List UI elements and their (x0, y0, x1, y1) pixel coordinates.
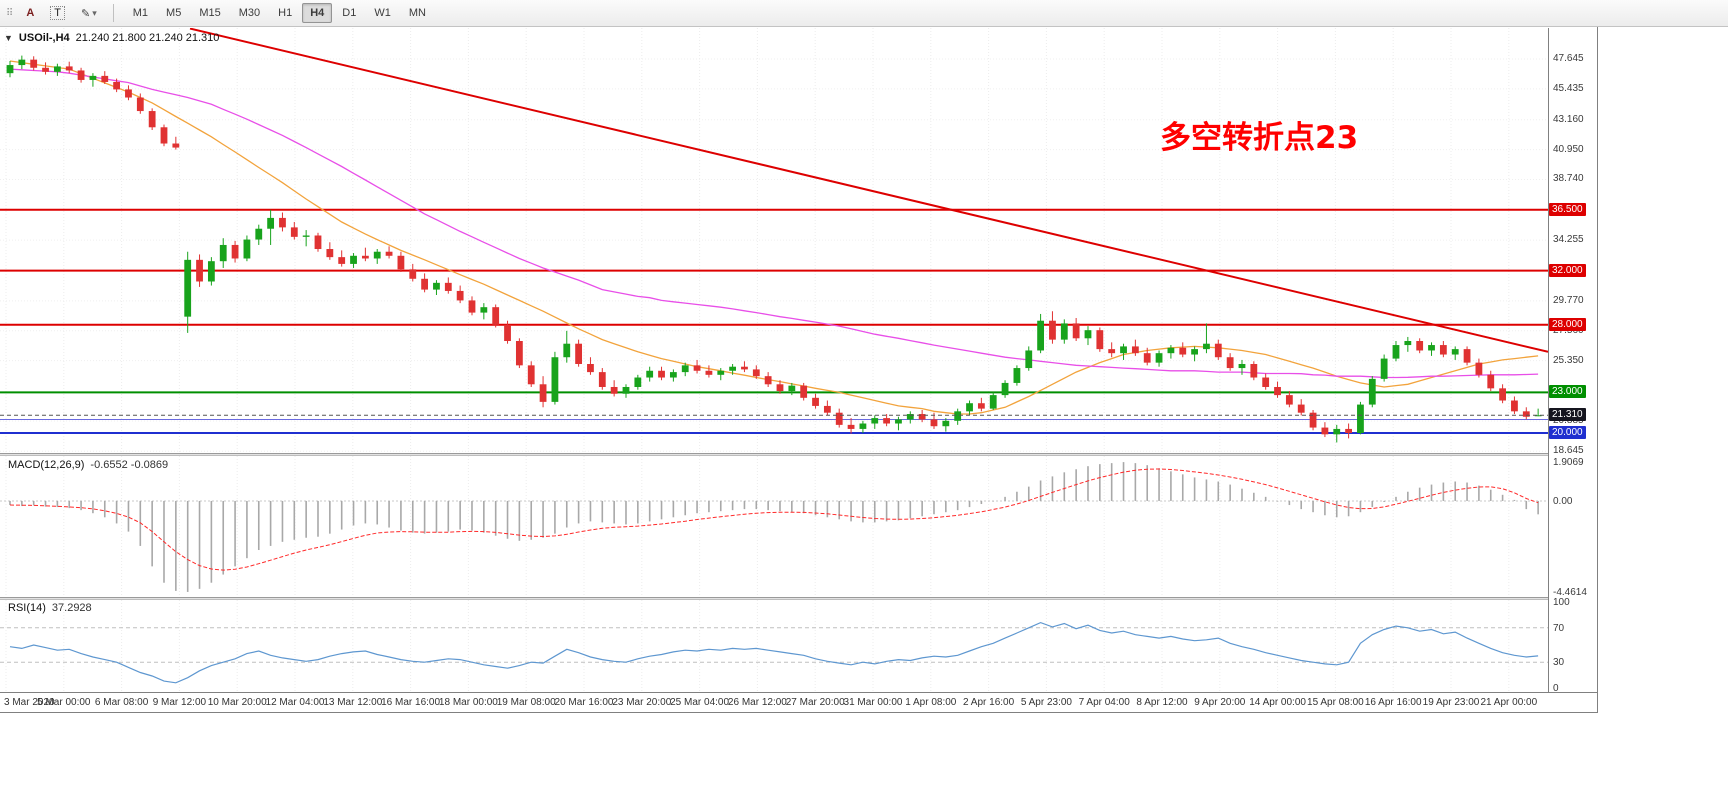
timeframe-button-m1[interactable]: M1 (132, 7, 149, 19)
window-bottom-border (0, 712, 1598, 713)
time-label: 19 Apr 23:00 (1422, 697, 1480, 708)
price-axis-label: 29.770 (1553, 294, 1584, 306)
time-label: 7 Apr 04:00 (1078, 697, 1130, 708)
time-label: 14 Apr 00:00 (1249, 697, 1306, 708)
rsi-title: RSI(14) (8, 602, 46, 614)
time-label: 25 Mar 04:00 (670, 697, 730, 708)
price-badge-28.000: 28.000 (1549, 317, 1586, 331)
arrow-cursor-button[interactable]: A (26, 7, 35, 19)
price-badge-23.000: 23.000 (1549, 385, 1586, 399)
macd-indicator-label: MACD(12,26,9) -0.6552 -0.0869 (8, 459, 168, 471)
time-label: 26 Mar 12:00 (727, 697, 787, 708)
time-label: 18 Mar 00:00 (438, 697, 498, 708)
descending-trendline[interactable] (189, 28, 1548, 353)
symbol-dropdown-icon[interactable]: ▼ (4, 33, 13, 43)
pencil-icon: ✎ (81, 7, 91, 20)
chart-header: ▼ USOil-,H4 21.240 21.800 21.240 21.310 (4, 32, 219, 44)
time-label: 5 Mar 00:00 (37, 697, 91, 708)
time-label: 1 Apr 08:00 (905, 697, 957, 708)
price-axis-label: 43.160 (1553, 113, 1584, 125)
time-label: 15 Apr 08:00 (1307, 697, 1364, 708)
candles-layer (6, 55, 1542, 443)
rsi-axis-label: 30 (1553, 657, 1565, 669)
time-label: 16 Mar 16:00 (381, 697, 441, 708)
price-axis-label: 18.645 (1553, 445, 1584, 457)
time-label: 3 Mar 2020 (4, 697, 55, 708)
chevron-down-icon: ▾ (92, 7, 97, 18)
timeframe-button-d1[interactable]: D1 (342, 7, 357, 19)
timeframe-button-h4[interactable]: H4 (302, 3, 333, 23)
price-badge-32.000: 32.000 (1549, 263, 1586, 277)
price-axis-label: 40.950 (1553, 143, 1584, 155)
time-label: 6 Mar 08:00 (94, 697, 149, 708)
price-badge-20.000: 20.000 (1549, 425, 1586, 439)
time-label: 9 Apr 20:00 (1194, 697, 1246, 708)
annotation-text[interactable]: 多空转折点23 (1160, 120, 1359, 156)
ohlc-values: 21.240 21.800 21.240 21.310 (75, 32, 220, 44)
time-label: 2 Apr 16:00 (963, 697, 1015, 708)
time-label: 27 Mar 20:00 (785, 697, 845, 708)
time-axis[interactable]: 3 Mar 2020 5 Mar 00:00 6 Mar 08:00 9 Mar 12… (0, 692, 1597, 713)
text-tool-icon: T (50, 6, 66, 20)
time-label: 31 Mar 00:00 (843, 697, 903, 708)
timeframe-button-h1[interactable]: H1 (278, 7, 293, 19)
price-axis-label: 34.255 (1553, 234, 1584, 246)
time-label: 12 Mar 04:00 (265, 697, 325, 708)
toolbar: ⠿ A T ✎ ▾ M1 M5 M15 M30 H1 H4 D1 W1 MN (0, 0, 1728, 27)
panel-separator[interactable] (0, 597, 1597, 600)
macd-signal-line (9, 468, 1539, 571)
ma_slow-moving-average-line[interactable] (9, 68, 1539, 379)
price-axis-label: 47.645 (1553, 53, 1584, 65)
timeframe-group: M1 M5 M15 M30 H1 H4 D1 W1 MN (124, 3, 435, 23)
window-right-border (1597, 27, 1598, 713)
rsi-value: 37.2928 (51, 602, 92, 614)
time-label: 10 Mar 20:00 (207, 697, 267, 708)
rsi-axis-label: 70 (1553, 622, 1565, 634)
price-badge-21.310: 21.310 (1549, 408, 1586, 422)
toolbar-separator (112, 4, 114, 22)
time-label: 19 Mar 08:00 (496, 697, 556, 708)
price-axis-label: 38.740 (1553, 173, 1584, 185)
price-axis-label: 45.435 (1553, 82, 1584, 94)
rsi-panel[interactable] (0, 600, 1548, 692)
ma_fast-moving-average-line[interactable] (9, 60, 1539, 415)
macd-values: -0.6552 -0.0869 (90, 459, 169, 471)
macd-panel[interactable] (0, 456, 1548, 597)
timeframe-button-m5[interactable]: M5 (166, 7, 182, 19)
rsi-axis-label: 100 (1553, 597, 1570, 608)
time-label: 23 Mar 20:00 (612, 697, 672, 708)
price-badge-36.500: 36.500 (1549, 202, 1586, 216)
price-axis[interactable]: 47.645 45.435 43.160 40.950 38.740 34.255 29.7… (1548, 28, 1598, 712)
panel-separator[interactable] (0, 453, 1597, 456)
time-label: 5 Apr 23:00 (1020, 697, 1072, 708)
time-label: 16 Apr 16:00 (1364, 697, 1422, 708)
draw-tool-button[interactable]: ✎ ▾ (75, 4, 103, 23)
rsi-line (9, 621, 1539, 684)
rsi-axis-label: 0 (1553, 683, 1559, 694)
rsi-indicator-label: RSI(14) 37.2928 (8, 602, 92, 614)
macd-axis-label: -4.4614 (1553, 587, 1587, 599)
toolbar-drag-handle-icon[interactable]: ⠿ (6, 7, 13, 19)
timeframe-button-mn[interactable]: MN (408, 7, 426, 19)
time-label: 21 Apr 00:00 (1480, 697, 1538, 708)
macd-axis-label: 1.9069 (1553, 456, 1584, 468)
symbol-timeframe-label: USOil-,H4 (18, 32, 70, 44)
timeframe-button-m15[interactable]: M15 (199, 7, 221, 19)
time-label: 8 Apr 12:00 (1136, 697, 1188, 708)
macd-title: MACD(12,26,9) (8, 459, 85, 471)
time-label: 9 Mar 12:00 (152, 697, 207, 708)
price-chart[interactable] (0, 28, 1548, 453)
timeframe-button-w1[interactable]: W1 (374, 7, 391, 19)
text-label-tool-button[interactable]: T (44, 3, 71, 23)
timeframe-button-m30[interactable]: M30 (238, 7, 261, 19)
time-label: 20 Mar 16:00 (554, 697, 614, 708)
price-axis-label: 25.350 (1553, 354, 1584, 366)
macd-axis-label: 0.00 (1553, 495, 1573, 507)
time-label: 13 Mar 12:00 (323, 697, 383, 708)
